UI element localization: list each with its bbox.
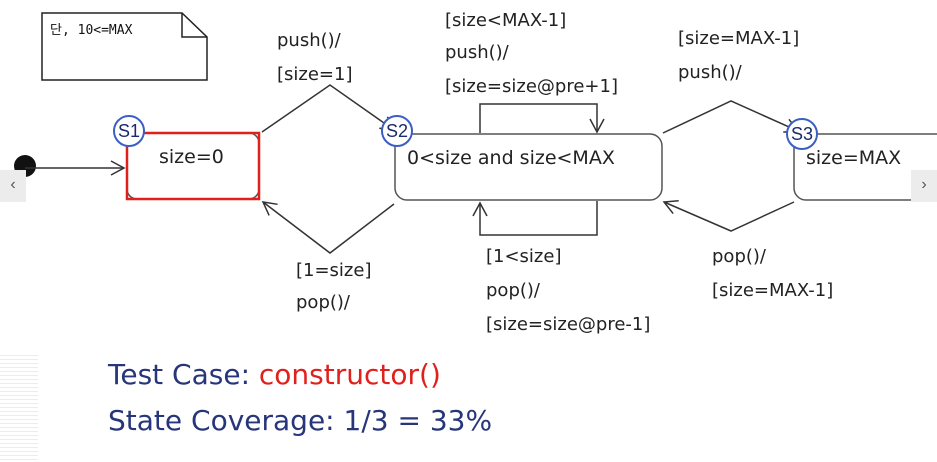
s3-badge-text: S3 — [791, 124, 813, 144]
s1-badge-text: S1 — [118, 121, 140, 141]
s2-badge-text: S2 — [386, 121, 408, 141]
state-s3: size=MAX — [793, 133, 937, 201]
s2-self-pop-label-2: pop()/ — [486, 280, 541, 301]
state-s2: 0<size and size<MAX — [394, 133, 663, 201]
test-case-value: constructor() — [258, 358, 441, 391]
transition-s2-self-push — [479, 103, 605, 134]
s2-self-pop-label-3: [size=size@pre-1] — [486, 314, 650, 335]
s2-to-s3-label-2: push()/ — [678, 62, 743, 83]
s1-to-s2-label-2: [size=1] — [277, 64, 352, 85]
state-s1: size=0 — [125, 131, 261, 201]
s1-highlight-border — [125, 131, 261, 201]
test-case-line: Test Case: constructor() — [108, 358, 441, 391]
state-coverage-line: State Coverage: 1/3 = 33% — [108, 404, 492, 437]
s2-self-pop-label-1: [1<size] — [486, 246, 561, 267]
s3-badge: S3 — [786, 118, 818, 150]
s2-self-push-label-1: [size<MAX-1] — [445, 10, 566, 31]
next-slide-button[interactable]: › — [911, 170, 937, 202]
transition-s3-to-s2 — [662, 199, 795, 232]
chevron-right-icon: › — [921, 176, 927, 193]
prev-slide-button[interactable]: ‹ — [0, 170, 26, 202]
note: 단, 10<=MAX — [41, 12, 208, 81]
s1-label: size=0 — [159, 146, 224, 168]
s2-to-s1-label-2: pop()/ — [296, 292, 351, 313]
s3-to-s2-label-2: [size=MAX-1] — [712, 280, 833, 301]
s2-label: 0<size and size<MAX — [407, 147, 615, 169]
transition-s1-to-s2 — [261, 84, 396, 133]
s2-to-s1-label-1: [1=size] — [296, 260, 371, 281]
coverage-label: State Coverage: — [108, 404, 344, 437]
coverage-value: 1/3 = 33% — [343, 404, 493, 437]
s3-label: size=MAX — [806, 147, 901, 169]
transition-s2-to-s1 — [261, 201, 395, 254]
transition-s2-to-s3 — [662, 100, 800, 134]
s3-to-s2-label-1: pop()/ — [712, 246, 767, 267]
s1-to-s2-label-1: push()/ — [277, 30, 342, 51]
s1-badge: S1 — [113, 115, 145, 147]
s2-self-push-label-3: [size=size@pre+1] — [445, 76, 618, 97]
s2-to-s3-label-1: [size=MAX-1] — [678, 28, 799, 49]
slide-decoration-stripes — [0, 352, 38, 462]
s2-self-push-label-2: push()/ — [445, 42, 510, 63]
s2-badge: S2 — [381, 115, 413, 147]
chevron-left-icon: ‹ — [10, 176, 16, 193]
note-text: 단, 10<=MAX — [50, 23, 133, 38]
transition-s2-self-pop — [472, 201, 598, 236]
test-case-label: Test Case: — [108, 358, 259, 391]
